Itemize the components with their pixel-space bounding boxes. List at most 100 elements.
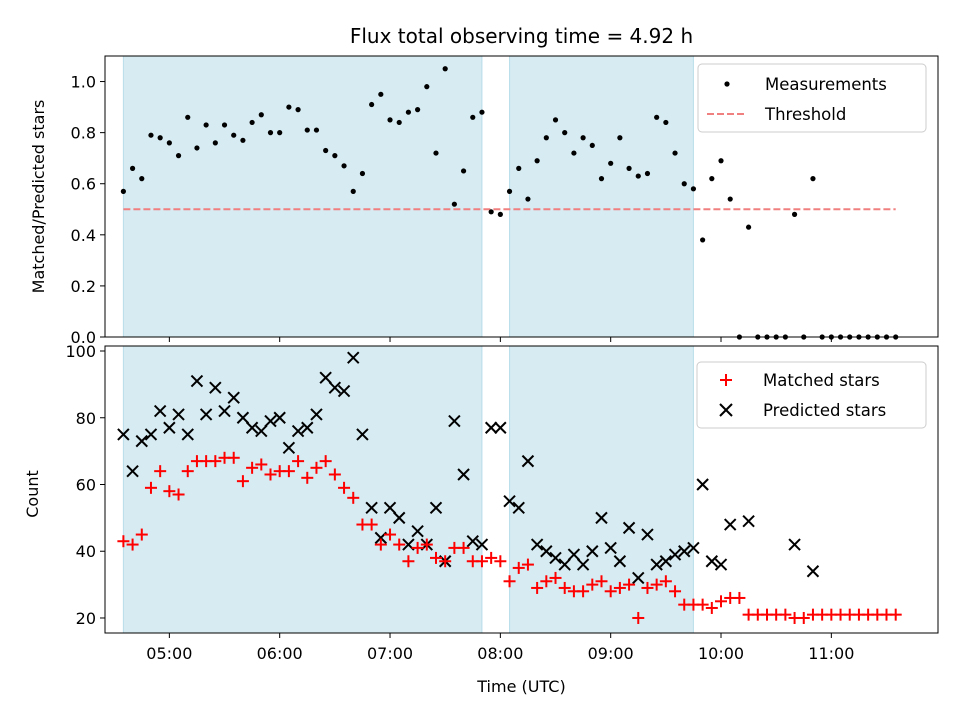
predicted-star-point bbox=[126, 464, 139, 478]
measurement-point bbox=[341, 163, 347, 169]
measurement-point bbox=[433, 150, 439, 156]
predicted-star-point bbox=[163, 421, 176, 434]
x-tick-label: 11:00 bbox=[808, 644, 854, 663]
y-tick-label: 40 bbox=[76, 542, 96, 561]
matched-star-point bbox=[429, 551, 442, 564]
matched-star-point bbox=[485, 551, 498, 564]
matched-star-point bbox=[475, 555, 488, 568]
measurement-point bbox=[516, 165, 522, 171]
predicted-star-point bbox=[632, 571, 645, 585]
predicted-star-point bbox=[218, 404, 231, 418]
measurement-point bbox=[718, 158, 724, 164]
matched-star-point bbox=[577, 585, 590, 598]
measurement-point bbox=[709, 176, 715, 182]
measurement-point bbox=[120, 188, 126, 194]
predicted-star-point bbox=[613, 555, 627, 568]
y-axis-ticks: 20 40 60 80 100 bbox=[65, 342, 105, 628]
predicted-star-point bbox=[641, 528, 654, 541]
matched-star-point bbox=[549, 571, 562, 584]
predicted-star-point bbox=[696, 478, 709, 491]
predicted-star-point bbox=[659, 555, 673, 568]
predicted-star-point bbox=[347, 351, 360, 364]
measurement-point bbox=[681, 181, 687, 187]
measurement-point bbox=[534, 158, 540, 164]
matched-star-point bbox=[604, 585, 617, 598]
matched-star-point bbox=[255, 458, 268, 471]
matched-star-point bbox=[623, 578, 636, 591]
legend: Matched stars Predicted stars bbox=[696, 361, 927, 429]
matched-star-point bbox=[889, 608, 902, 621]
measurement-point bbox=[571, 150, 577, 156]
measurement-point bbox=[745, 224, 752, 230]
measurement-point bbox=[396, 119, 402, 126]
predicted-star-point bbox=[466, 535, 479, 548]
measurement-point bbox=[405, 109, 412, 115]
predicted-star-point bbox=[687, 541, 700, 555]
y-tick-label: 80 bbox=[76, 409, 96, 428]
predicted-star-point bbox=[494, 421, 507, 434]
predicted-star-point bbox=[264, 414, 277, 428]
predicted-star-point bbox=[742, 514, 755, 528]
x-tick-label: 10:00 bbox=[698, 644, 744, 663]
matched-star-point bbox=[172, 488, 185, 501]
predicted-star-point bbox=[153, 404, 167, 418]
x-tick-label: 09:00 bbox=[588, 644, 634, 663]
predicted-star-point bbox=[337, 384, 351, 398]
predicted-star-point bbox=[586, 545, 599, 558]
predicted-star-point bbox=[650, 558, 663, 571]
predicted-star-point bbox=[209, 381, 222, 394]
matched-star-point bbox=[613, 581, 626, 594]
measurement-point bbox=[323, 147, 329, 154]
predicted-star-point bbox=[622, 521, 636, 535]
measurement-point bbox=[129, 165, 136, 171]
x-tick-label: 05:00 bbox=[146, 644, 192, 663]
matched-star-point bbox=[246, 461, 259, 474]
measurement-point bbox=[460, 168, 467, 174]
predicted-star-point bbox=[236, 411, 250, 424]
matched-star-point bbox=[227, 451, 240, 464]
predicted-star-point bbox=[484, 421, 498, 434]
matched-star-point bbox=[319, 455, 332, 468]
predicted-star-point bbox=[668, 548, 682, 561]
predicted-star-point bbox=[199, 408, 213, 421]
measurement-point bbox=[598, 176, 605, 182]
measurement-point bbox=[506, 188, 513, 194]
predicted-star-point bbox=[383, 501, 397, 515]
measurement-point bbox=[635, 173, 641, 179]
x-tick-label: 07:00 bbox=[367, 644, 413, 663]
measurement-point bbox=[240, 137, 246, 143]
matched-star-point bbox=[632, 611, 645, 624]
x-tick-label: 08:00 bbox=[477, 644, 523, 663]
predicted-star-point bbox=[393, 511, 406, 525]
matched-star-point bbox=[503, 575, 516, 588]
chart-title: Flux total observing time = 4.92 h bbox=[350, 24, 693, 48]
matched-star-point bbox=[558, 581, 571, 594]
matched-star-point bbox=[521, 558, 534, 571]
predicted-star-point bbox=[595, 511, 608, 525]
predicted-star-point bbox=[356, 428, 369, 441]
measurement-point bbox=[791, 211, 798, 217]
measurement-points bbox=[120, 66, 899, 340]
ratio-chart: Flux total observing time = 4.92 h 0.00.… bbox=[29, 24, 939, 347]
legend-label-predicted: Predicted stars bbox=[763, 401, 886, 420]
legend-marker-predicted bbox=[719, 403, 733, 417]
measurement-point bbox=[488, 209, 494, 215]
predicted-star-point bbox=[117, 428, 130, 441]
matched-star-point bbox=[264, 468, 277, 481]
matched-star-point bbox=[393, 538, 406, 551]
predicted-star-point bbox=[135, 434, 148, 448]
predicted-star-point bbox=[319, 371, 332, 384]
predicted-star-point bbox=[457, 468, 470, 481]
predicted-star-point bbox=[282, 441, 296, 454]
matched-star-point bbox=[347, 491, 360, 504]
x-tick-label: 06:00 bbox=[257, 644, 303, 663]
measurement-point bbox=[470, 114, 476, 120]
y-tick-label: 100 bbox=[65, 342, 96, 361]
matched-star-point bbox=[420, 538, 433, 551]
measurement-point bbox=[497, 211, 503, 217]
matched-star-point bbox=[411, 541, 424, 554]
matched-star-point bbox=[797, 611, 810, 624]
legend-box bbox=[696, 361, 927, 429]
measurement-point bbox=[332, 153, 338, 159]
